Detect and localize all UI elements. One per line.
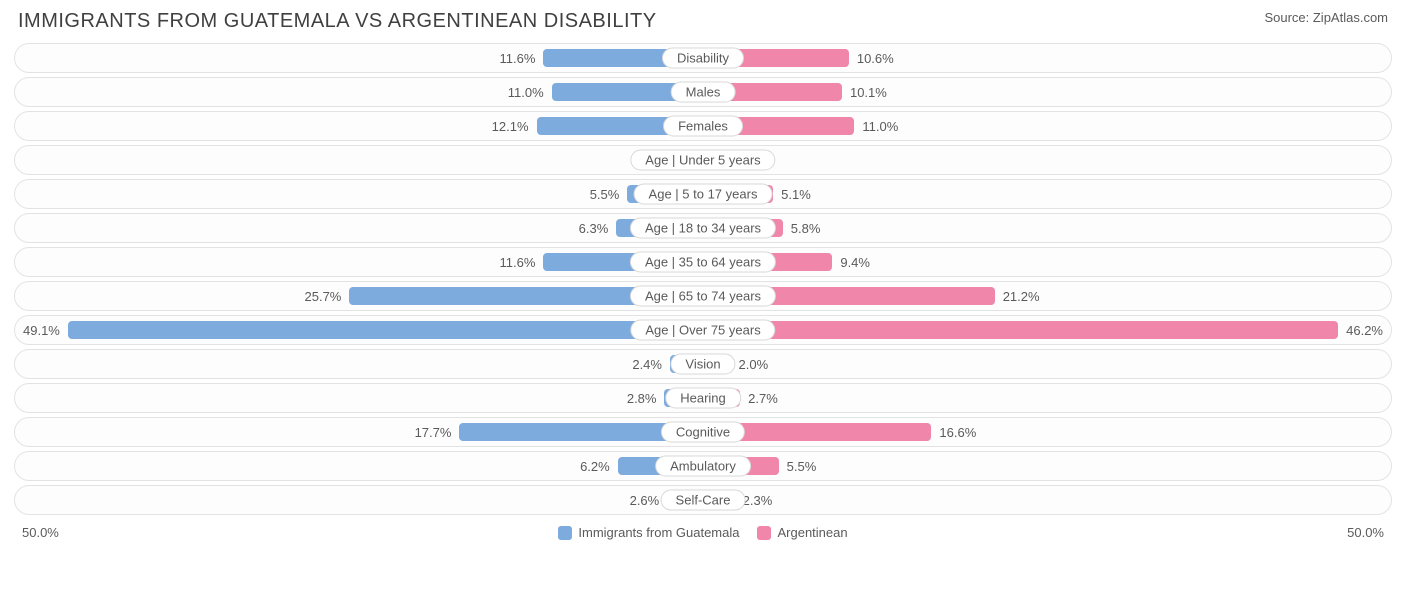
value-left: 5.5%: [582, 187, 628, 202]
row-right-half: 10.1%: [703, 78, 1391, 106]
chart-source: Source: ZipAtlas.com: [1264, 10, 1388, 25]
row-right-half: 16.6%: [703, 418, 1391, 446]
chart-row: 1.2%1.2%Age | Under 5 years: [14, 145, 1392, 175]
row-left-half: 6.3%: [15, 214, 703, 242]
category-pill: Cognitive: [661, 422, 745, 443]
row-left-half: 49.1%: [15, 316, 703, 344]
row-right-half: 9.4%: [703, 248, 1391, 276]
chart-area: 11.6% 10.6% Disability 11.0% 10.1% Males 12.1%…: [0, 37, 1406, 515]
category-pill: Males: [671, 82, 736, 103]
row-right-half: 2.7%: [703, 384, 1391, 412]
value-right: 9.4%: [832, 255, 878, 270]
value-right: 2.0%: [731, 357, 777, 372]
category-pill: Disability: [662, 48, 744, 69]
row-left-half: 2.4%: [15, 350, 703, 378]
row-left-half: 25.7%: [15, 282, 703, 310]
chart-row: 5.5% 5.1%Age | 5 to 17 years: [14, 179, 1392, 209]
row-left-half: 6.2%: [15, 452, 703, 480]
chart-row: 2.8% 2.7%Hearing: [14, 383, 1392, 413]
chart-header: IMMIGRANTS FROM GUATEMALA VS ARGENTINEAN…: [0, 0, 1406, 37]
row-left-half: 17.7%: [15, 418, 703, 446]
row-left-half: 11.6%: [15, 248, 703, 276]
chart-footer: 50.0% Immigrants from Guatemala Argentin…: [0, 519, 1406, 554]
value-left: 6.2%: [572, 459, 618, 474]
chart-row: 2.6%2.3%Self-Care: [14, 485, 1392, 515]
category-pill: Age | 18 to 34 years: [630, 218, 776, 239]
legend-label-left: Immigrants from Guatemala: [578, 525, 739, 540]
row-right-half: 2.3%: [703, 486, 1391, 514]
row-right-half: 5.8%: [703, 214, 1391, 242]
category-pill: Age | 35 to 64 years: [630, 252, 776, 273]
category-pill: Hearing: [665, 388, 741, 409]
legend: Immigrants from Guatemala Argentinean: [59, 525, 1347, 540]
value-left: 2.4%: [624, 357, 670, 372]
value-right: 46.2%: [1338, 323, 1391, 338]
value-left: 11.6%: [491, 51, 543, 66]
value-left: 11.6%: [491, 255, 543, 270]
row-right-half: 2.0%: [703, 350, 1391, 378]
value-right: 16.6%: [931, 425, 984, 440]
value-left: 6.3%: [571, 221, 617, 236]
chart-row: 12.1% 11.0% Females: [14, 111, 1392, 141]
chart-title: IMMIGRANTS FROM GUATEMALA VS ARGENTINEAN…: [18, 10, 657, 33]
row-right-half: 46.2%: [703, 316, 1391, 344]
value-left: 49.1%: [15, 323, 68, 338]
legend-label-right: Argentinean: [777, 525, 847, 540]
row-right-half: 11.0%: [703, 112, 1391, 140]
legend-swatch-left: [558, 526, 572, 540]
row-left-half: 1.2%: [15, 146, 703, 174]
row-right-half: 5.5%: [703, 452, 1391, 480]
chart-row: 11.0% 10.1% Males: [14, 77, 1392, 107]
row-left-half: 11.6%: [15, 44, 703, 72]
category-pill: Vision: [670, 354, 735, 375]
value-left: 12.1%: [484, 119, 537, 134]
category-pill: Age | Over 75 years: [630, 320, 775, 341]
chart-row: 25.7% 21.2% Age | 65 to 74 years: [14, 281, 1392, 311]
value-left: 25.7%: [297, 289, 350, 304]
value-right: 10.6%: [849, 51, 902, 66]
legend-item-left: Immigrants from Guatemala: [558, 525, 739, 540]
row-left-half: 2.6%: [15, 486, 703, 514]
value-right: 21.2%: [995, 289, 1048, 304]
bar-left: [68, 321, 703, 339]
value-right: 10.1%: [842, 85, 895, 100]
category-pill: Age | 5 to 17 years: [634, 184, 773, 205]
value-left: 11.0%: [500, 85, 552, 100]
bar-right: [703, 321, 1338, 339]
value-right: 11.0%: [854, 119, 906, 134]
row-right-half: 10.6%: [703, 44, 1391, 72]
value-left: 2.8%: [619, 391, 665, 406]
value-right: 5.5%: [779, 459, 825, 474]
category-pill: Age | Under 5 years: [630, 150, 775, 171]
chart-row: 11.6% 9.4% Age | 35 to 64 years: [14, 247, 1392, 277]
row-left-half: 11.0%: [15, 78, 703, 106]
category-pill: Age | 65 to 74 years: [630, 286, 776, 307]
legend-item-right: Argentinean: [757, 525, 847, 540]
row-right-half: 21.2%: [703, 282, 1391, 310]
axis-max-right: 50.0%: [1347, 525, 1384, 540]
value-right: 2.7%: [740, 391, 786, 406]
chart-row: 6.2% 5.5% Ambulatory: [14, 451, 1392, 481]
category-pill: Females: [663, 116, 743, 137]
category-pill: Ambulatory: [655, 456, 751, 477]
chart-row: 2.4% 2.0%Vision: [14, 349, 1392, 379]
value-right: 5.1%: [773, 187, 819, 202]
value-left: 17.7%: [407, 425, 460, 440]
row-right-half: 5.1%: [703, 180, 1391, 208]
chart-row: 6.3% 5.8% Age | 18 to 34 years: [14, 213, 1392, 243]
chart-row: 17.7% 16.6% Cognitive: [14, 417, 1392, 447]
axis-max-left: 50.0%: [22, 525, 59, 540]
category-pill: Self-Care: [661, 490, 746, 511]
legend-swatch-right: [757, 526, 771, 540]
chart-row: 11.6% 10.6% Disability: [14, 43, 1392, 73]
value-right: 5.8%: [783, 221, 829, 236]
chart-row: 49.1% 46.2% Age | Over 75 years: [14, 315, 1392, 345]
row-right-half: 1.2%: [703, 146, 1391, 174]
row-left-half: 5.5%: [15, 180, 703, 208]
row-left-half: 2.8%: [15, 384, 703, 412]
row-left-half: 12.1%: [15, 112, 703, 140]
